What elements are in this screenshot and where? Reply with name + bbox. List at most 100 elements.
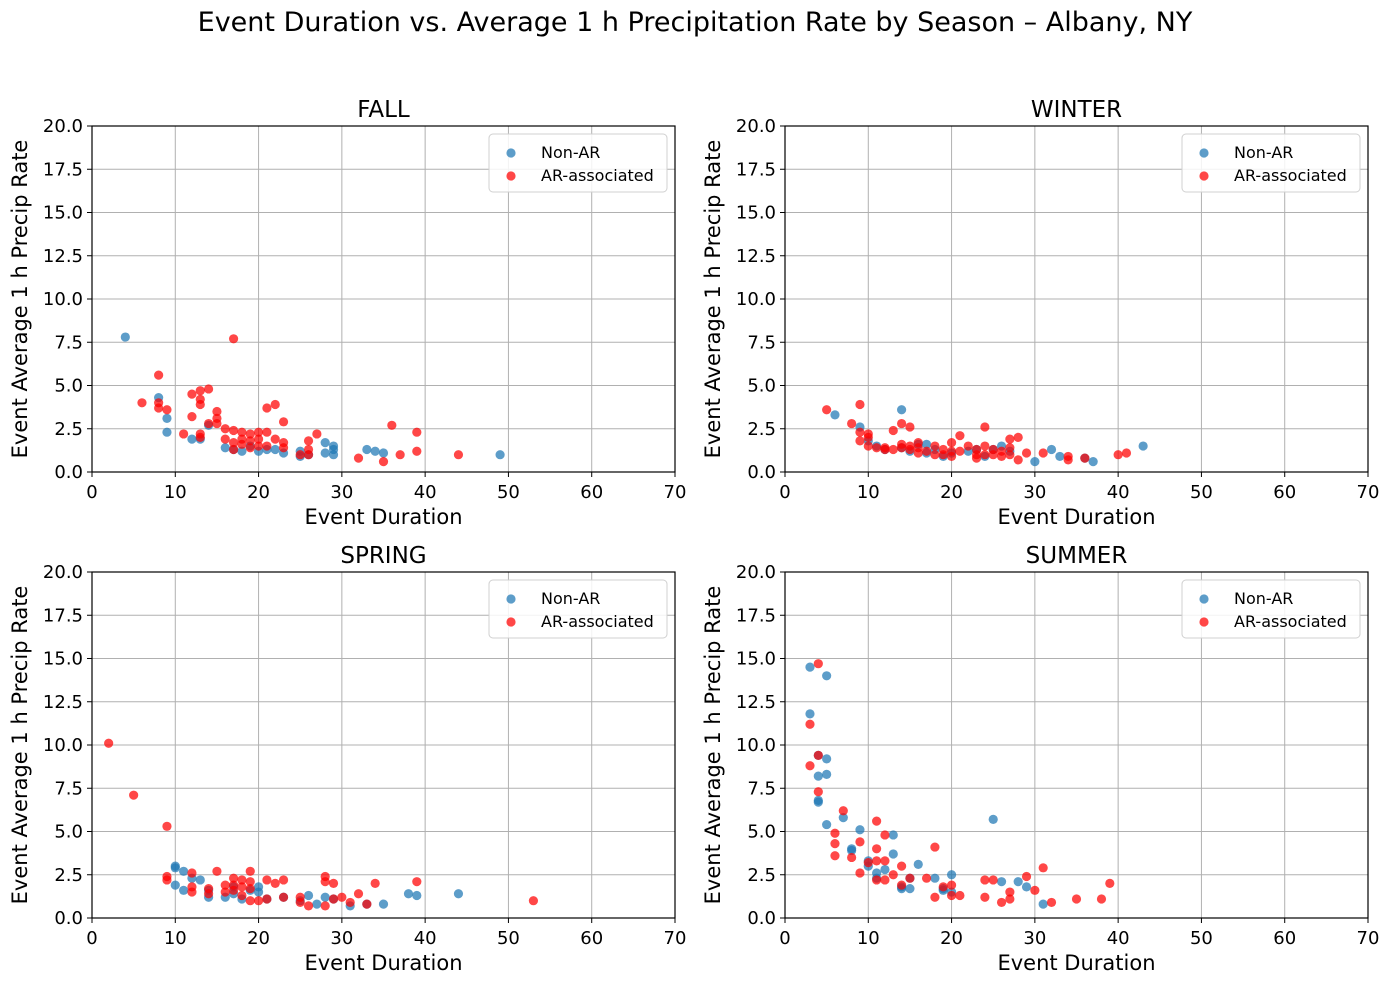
ar-point xyxy=(228,873,239,883)
ar-point xyxy=(154,370,164,380)
x-tick-label: 0 xyxy=(779,482,790,503)
x-tick-label: 70 xyxy=(1357,928,1380,949)
non-ar-point xyxy=(930,873,940,883)
ar-point xyxy=(980,892,990,902)
ar-point xyxy=(930,892,940,902)
ar-point xyxy=(855,399,865,410)
non-ar-point xyxy=(888,830,898,840)
y-tick-label: 12.5 xyxy=(736,246,776,267)
non-ar-point xyxy=(195,875,205,885)
x-tick-label: 50 xyxy=(497,482,520,503)
ar-point-legend-marker xyxy=(1199,171,1209,181)
ar-point xyxy=(897,861,907,871)
non-ar-point xyxy=(320,437,330,448)
ar-point xyxy=(245,866,255,876)
ar-point xyxy=(370,878,380,889)
y-tick-label: 5.0 xyxy=(54,376,83,397)
ar-point xyxy=(154,403,164,413)
ar-point xyxy=(303,450,314,460)
non-ar-point xyxy=(913,859,923,869)
ar-point xyxy=(162,875,172,885)
non-ar-point xyxy=(988,814,998,824)
ar-point xyxy=(204,889,214,899)
ar-point xyxy=(278,443,289,453)
ar-point xyxy=(129,790,139,800)
subplot-winter: 0 10 20 30 40 50 60 70 0.0 2.5 5.0 7.5 10.0 12.5 15.0 1… xyxy=(701,97,1379,529)
non-ar-point xyxy=(1038,899,1048,909)
ar-point xyxy=(872,816,882,826)
ar-point xyxy=(1046,897,1057,908)
non-ar-point-legend-marker xyxy=(506,594,516,604)
ar-point xyxy=(830,851,840,861)
non-ar-point xyxy=(179,866,189,876)
non-ar-point xyxy=(495,450,505,460)
ar-point xyxy=(245,429,255,439)
y-tick-label: 12.5 xyxy=(43,692,83,713)
ar-point xyxy=(278,417,289,427)
ar-point xyxy=(1005,894,1015,904)
x-tick-label: 30 xyxy=(1023,482,1046,503)
ar-point xyxy=(971,453,982,463)
ar-point xyxy=(270,434,280,444)
ar-point xyxy=(996,897,1007,908)
y-tick-label: 0.0 xyxy=(54,462,83,483)
non-ar-point xyxy=(1030,457,1040,467)
x-tick-label: 60 xyxy=(580,482,603,503)
ar-point xyxy=(195,432,205,442)
y-tick-label: 15.0 xyxy=(736,203,776,224)
ar-point xyxy=(880,830,890,840)
x-tick-label: 10 xyxy=(164,482,187,503)
ar-point xyxy=(253,434,264,444)
ar-point xyxy=(946,880,957,890)
ar-point xyxy=(955,890,965,901)
subplot-summer: 0 10 20 30 40 50 60 70 0.0 2.5 5.0 7.5 10.0 12.5 15.0 1… xyxy=(701,543,1379,975)
non-ar-point xyxy=(253,887,264,897)
ar-point xyxy=(162,405,172,415)
ar-point xyxy=(813,659,823,669)
ar-point xyxy=(855,868,865,878)
ar-point xyxy=(262,875,272,885)
ar-point xyxy=(212,406,222,417)
ar-point xyxy=(187,412,197,422)
axes-frame xyxy=(784,125,1369,473)
x-tick-label: 20 xyxy=(247,482,270,503)
y-tick-label: 17.5 xyxy=(736,159,776,180)
non-ar-point-legend-marker xyxy=(1199,594,1209,604)
axes-frame xyxy=(784,571,1369,919)
non-ar-point xyxy=(1055,451,1065,462)
axes-frame xyxy=(91,125,676,473)
x-tick-label: 20 xyxy=(940,482,963,503)
non-ar-point xyxy=(830,410,840,420)
non-ar-point xyxy=(378,448,389,458)
ar-point xyxy=(955,431,965,441)
ar-point xyxy=(830,839,840,849)
non-ar-point xyxy=(805,662,815,672)
subplot-fall: 0 10 20 30 40 50 60 70 0.0 2.5 5.0 7.5 10.0 12.5 15.0 1… xyxy=(8,97,686,529)
x-tick-label: 40 xyxy=(414,928,437,949)
ar-point xyxy=(813,750,823,760)
ar-point xyxy=(872,856,882,866)
y-axis-label: Event Average 1 h Precip Rate xyxy=(701,140,725,459)
y-tick-label: 12.5 xyxy=(43,246,83,267)
ar-point xyxy=(278,892,289,902)
ar-point xyxy=(237,427,247,437)
y-tick-label: 20.0 xyxy=(736,562,776,583)
legend: Non-AR AR-associated xyxy=(488,579,668,639)
y-tick-label: 7.5 xyxy=(54,778,83,799)
non-ar-point xyxy=(855,825,865,835)
y-tick-label: 12.5 xyxy=(736,692,776,713)
ar-point xyxy=(262,894,272,904)
ar-point xyxy=(805,719,815,729)
ar-point xyxy=(855,436,865,446)
ar-point xyxy=(412,877,422,887)
y-axis-label: Event Average 1 h Precip Rate xyxy=(8,586,32,905)
non-ar-point xyxy=(270,444,280,455)
ar-point xyxy=(320,877,330,887)
legend-box xyxy=(1181,579,1361,639)
ar-point xyxy=(847,852,857,863)
ar-point xyxy=(270,878,280,889)
non-ar-point xyxy=(220,443,230,453)
y-tick-label: 5.0 xyxy=(747,376,776,397)
ar-point xyxy=(395,450,405,460)
